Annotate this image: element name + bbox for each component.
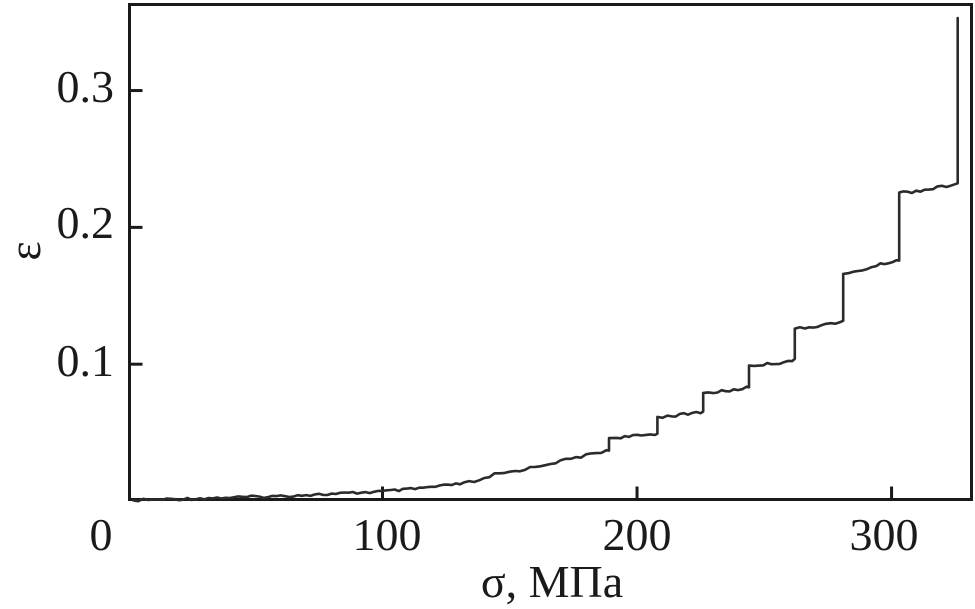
x-tick-label-300: 300 [849, 509, 919, 560]
y-tick-label-0.1: 0.1 [56, 335, 115, 386]
x-axis-title: σ, МПа [480, 556, 624, 607]
y-axis-title: ε [0, 241, 50, 261]
y-tick-label-0.2: 0.2 [56, 197, 115, 248]
y-tick-label-0.3: 0.3 [56, 61, 115, 112]
x-tick-label-100: 100 [352, 509, 422, 560]
axis-ticks [129, 89, 894, 500]
data-curve [131, 16, 959, 503]
plot-frame [128, 3, 973, 501]
x-tick-label-0: 0 [89, 509, 113, 560]
x-tick-label-200: 200 [602, 509, 672, 560]
